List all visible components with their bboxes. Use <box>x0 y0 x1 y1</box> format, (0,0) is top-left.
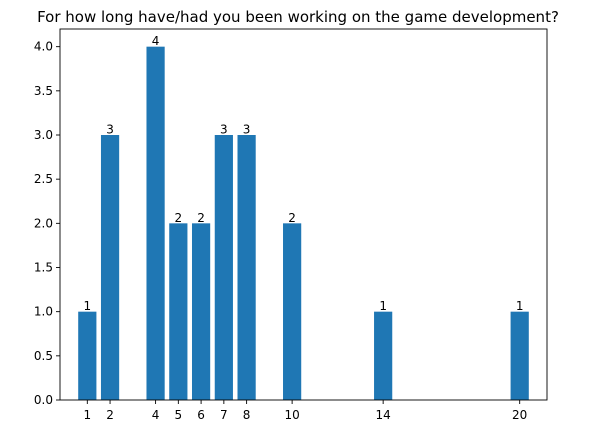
y-tick-label: 1.5 <box>34 261 53 275</box>
bar-value-label: 3 <box>243 123 251 137</box>
plot-area <box>60 29 547 400</box>
plot-frame <box>59 28 548 401</box>
bar <box>283 223 302 400</box>
bar <box>169 223 188 400</box>
bar <box>78 311 97 400</box>
x-tick-label: 5 <box>175 408 183 422</box>
x-tick-label: 6 <box>197 408 205 422</box>
bar <box>237 135 256 400</box>
y-tick-label: 2.0 <box>34 216 53 230</box>
bar <box>100 135 120 400</box>
y-tick-label: 4.0 <box>34 40 53 54</box>
x-tick-label: 8 <box>243 408 251 422</box>
bar-value-label: 1 <box>379 299 387 313</box>
bars <box>78 46 529 401</box>
bar-value-label: 2 <box>288 211 296 225</box>
bar <box>191 223 211 400</box>
chart-title: For how long have/had you been working o… <box>37 8 559 26</box>
y-tick-label: 3.5 <box>34 84 53 98</box>
bar-value-label: 4 <box>152 34 160 48</box>
x-tick-label: 14 <box>376 408 391 422</box>
bar-value-label: 2 <box>175 211 183 225</box>
x-axis: 1 2 4 5 6 7 8 10 14 20 <box>83 400 527 422</box>
y-tick-label: 3.0 <box>34 128 53 142</box>
x-tick-label: 4 <box>152 408 160 422</box>
x-tick-label: 2 <box>106 408 114 422</box>
bar-value-label: 1 <box>83 299 91 313</box>
y-tick-label: 1.0 <box>34 305 53 319</box>
y-tick-label: 0.0 <box>34 393 53 407</box>
y-tick-label: 2.5 <box>34 172 53 186</box>
y-axis: 0.0 0.5 1.0 1.5 2.0 2.5 3.0 3.5 4.0 <box>34 40 60 407</box>
bar-value-label: 3 <box>220 123 228 137</box>
bar <box>374 311 393 400</box>
bar-value-label: 1 <box>516 299 524 313</box>
bar <box>146 46 165 401</box>
x-tick-label: 7 <box>220 408 228 422</box>
bar <box>510 311 529 400</box>
bar-value-label: 2 <box>197 211 205 225</box>
y-tick-label: 0.5 <box>34 349 53 363</box>
x-tick-label: 10 <box>284 408 299 422</box>
bar <box>214 135 233 400</box>
x-tick-label: 1 <box>83 408 91 422</box>
x-tick-label: 20 <box>512 408 527 422</box>
bar-value-label: 3 <box>106 123 114 137</box>
